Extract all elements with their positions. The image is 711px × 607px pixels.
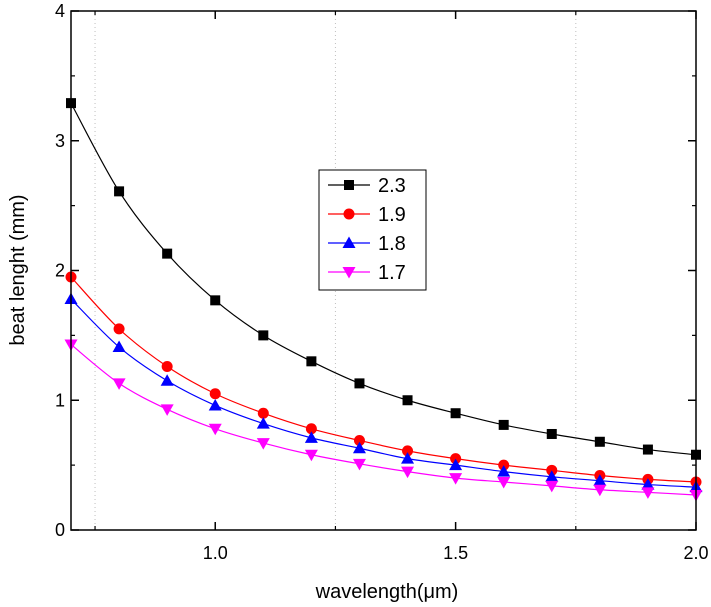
y-tick-label: 2 — [55, 261, 65, 281]
data-point — [401, 466, 415, 479]
data-point — [641, 487, 655, 499]
data-point — [449, 458, 463, 471]
legend-label: 2.3 — [378, 175, 406, 197]
data-point — [256, 417, 270, 429]
legend-label: 1.7 — [378, 262, 406, 284]
data-point — [593, 474, 607, 486]
data-point — [208, 423, 222, 436]
legend-marker — [343, 208, 355, 220]
data-point — [401, 452, 415, 464]
data-point — [113, 323, 125, 335]
data-point — [160, 374, 174, 386]
data-point — [256, 438, 270, 450]
data-point — [450, 408, 461, 419]
legend-marker — [342, 267, 356, 279]
data-point — [258, 330, 269, 341]
legend-label: 1.9 — [378, 204, 406, 226]
x-tick-label: 1.0 — [203, 543, 228, 563]
x-axis-title: wavelength(μm) — [315, 581, 459, 603]
data-point — [304, 431, 318, 443]
series-line — [70, 298, 697, 488]
data-point — [352, 441, 366, 454]
data-point — [593, 484, 607, 497]
legend: 2.3 1.9 1.8 1.7 — [318, 169, 427, 291]
legend-label: 1.8 — [378, 233, 406, 255]
data-point — [354, 378, 365, 389]
legend-items: 2.3 1.9 1.8 1.7 — [328, 175, 406, 284]
series-line — [70, 343, 697, 496]
legend-box — [318, 169, 427, 291]
data-point — [546, 428, 557, 439]
data-point — [306, 356, 317, 367]
data-point — [545, 470, 559, 482]
tick-layer: 1.0 1.5 2.0 0 1 2 3 4 — [55, 1, 709, 563]
legend-item-3: 1.7 — [328, 262, 406, 284]
legend-item-0: 2.3 — [328, 175, 406, 197]
data-point — [642, 444, 653, 455]
data-point — [112, 378, 126, 390]
x-tick-label: 1.5 — [443, 543, 468, 563]
data-point — [112, 340, 126, 353]
data-point — [161, 361, 173, 373]
data-point — [160, 404, 174, 416]
data-point — [497, 465, 511, 477]
y-tick-label: 4 — [55, 1, 65, 21]
data-point — [498, 419, 509, 430]
data-point — [209, 388, 221, 400]
series-2 — [64, 292, 703, 493]
series-layer — [64, 98, 703, 502]
data-point — [114, 186, 125, 197]
legend-item-1: 1.9 — [328, 204, 406, 226]
y-axis-title: beat lenght (mm) — [7, 194, 29, 345]
data-point — [545, 480, 559, 493]
data-point — [449, 473, 463, 485]
y-tick-label: 3 — [55, 131, 65, 151]
legend-item-2: 1.8 — [328, 233, 406, 255]
y-tick-label: 1 — [55, 390, 65, 410]
series-3 — [64, 339, 703, 502]
data-point — [402, 395, 413, 406]
legend-marker — [344, 180, 354, 190]
legend-marker — [342, 236, 356, 248]
data-point — [210, 295, 221, 306]
series-1 — [65, 271, 702, 488]
data-point — [305, 423, 317, 435]
data-point — [402, 445, 414, 457]
data-point — [497, 476, 511, 489]
data-point — [257, 407, 269, 419]
data-point — [353, 434, 365, 446]
y-tick-label: 0 — [55, 520, 65, 540]
data-point — [208, 398, 222, 411]
data-point — [162, 248, 173, 259]
data-point — [352, 458, 366, 471]
data-point — [594, 436, 605, 447]
data-point — [641, 478, 655, 490]
x-tick-label: 2.0 — [683, 543, 708, 563]
data-point — [304, 449, 318, 462]
